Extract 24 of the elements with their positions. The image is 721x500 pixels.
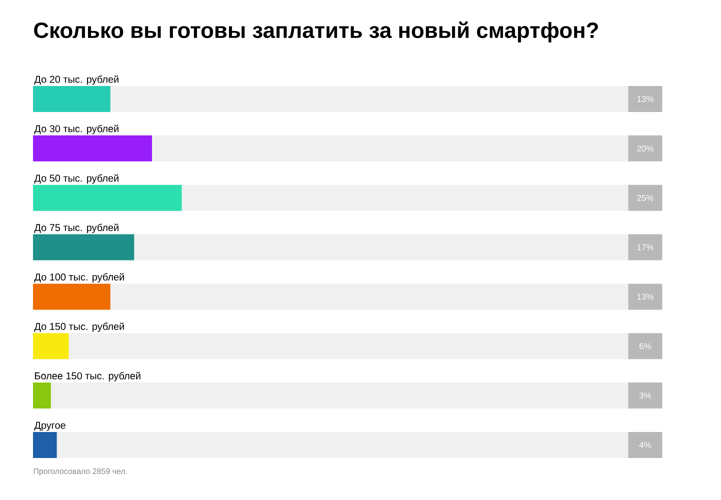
bar (33, 432, 57, 458)
data-label: 25% (637, 194, 654, 201)
y-tick-label: Другое (34, 422, 66, 431)
y-tick-label: Более 150 тыс. рублей (35, 372, 140, 382)
data-label: 20% (637, 145, 654, 152)
y-tick-label: До 30 тыс. рублей (34, 124, 118, 134)
data-label: 3% (639, 392, 652, 399)
y-tick-label: До 20 тыс. рублей (34, 75, 118, 85)
bar (33, 86, 110, 112)
bar (33, 382, 51, 409)
chart-title: Сколько вы готовы заплатить за новый смартфон? (34, 22, 598, 42)
data-label: 4% (639, 442, 652, 448)
data-label: 17% (637, 244, 654, 250)
bar (33, 284, 110, 310)
data-label: 6% (640, 343, 652, 350)
data-label: 13% (637, 96, 654, 102)
bar (33, 234, 134, 260)
bar (33, 333, 69, 360)
y-tick-label: До 150 тыс. рублей (34, 322, 124, 332)
y-tick-label: До 100 тыс. рублей (34, 273, 124, 283)
y-tick-label: До 50 тыс. рублей (34, 174, 118, 184)
data-label: 13% (637, 294, 654, 300)
y-tick-label: До 75 тыс. рублей (34, 224, 118, 234)
bar (33, 135, 152, 162)
